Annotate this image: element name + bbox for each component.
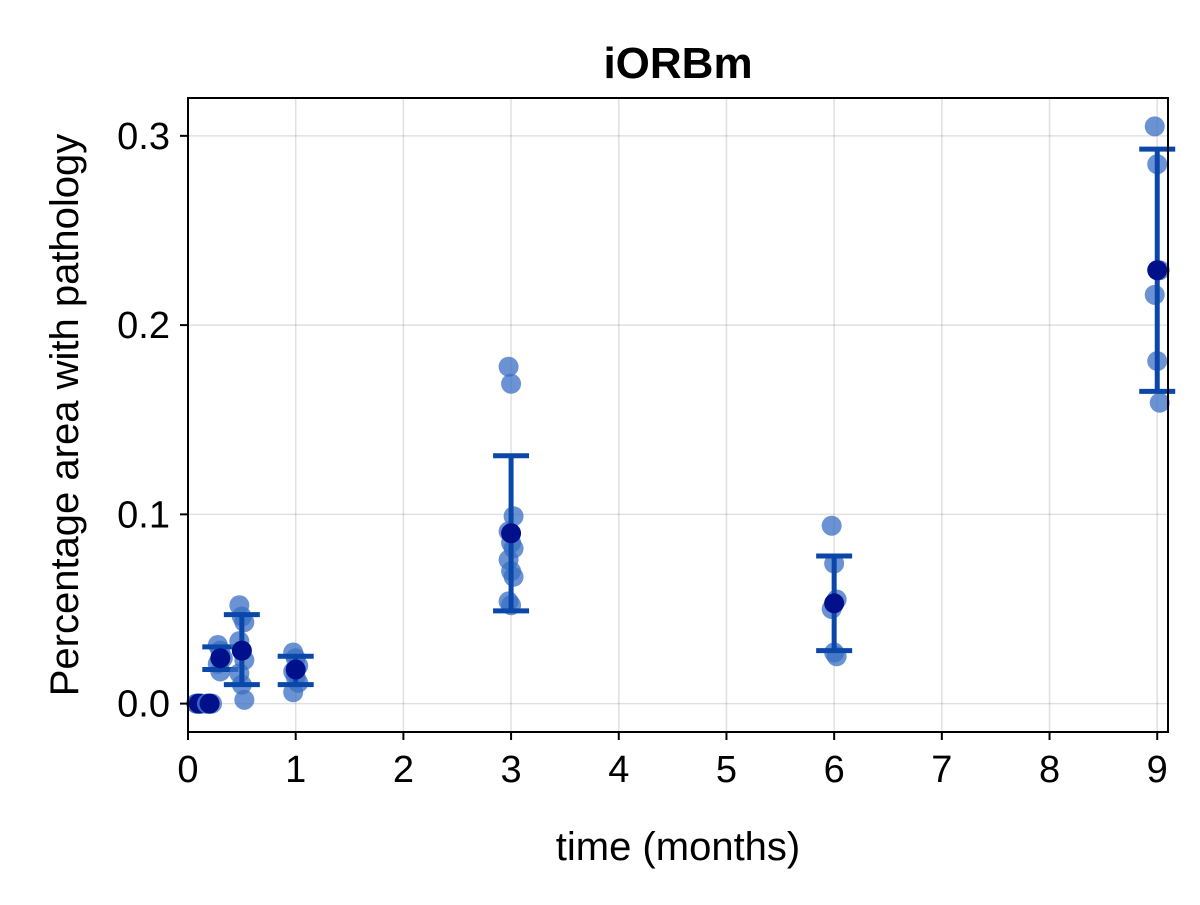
x-tick-label: 6	[824, 749, 845, 791]
x-tick-label: 0	[177, 749, 198, 791]
chart-title: iORBm	[603, 39, 752, 88]
x-tick-label: 1	[285, 749, 306, 791]
x-tick-label: 3	[501, 749, 522, 791]
data-layer	[186, 116, 1176, 714]
data-point	[1149, 392, 1170, 413]
mean-point	[231, 640, 252, 661]
data-point	[498, 356, 519, 377]
data-group	[277, 642, 314, 703]
axes: 0 1 2 3 4 5 6 7 8 9 0.0 0.1 0.2 0.3	[117, 116, 1168, 791]
data-group	[202, 634, 239, 682]
x-tick-label: 8	[1039, 749, 1060, 791]
data-point	[1144, 116, 1165, 137]
mean-point	[285, 659, 306, 680]
x-tick-label: 5	[716, 749, 737, 791]
y-axis-label: Percentage area with pathology	[43, 134, 87, 697]
y-tick-label: 0.1	[117, 494, 170, 536]
data-group	[493, 356, 530, 616]
mean-point	[1147, 260, 1168, 281]
data-point	[283, 682, 304, 703]
y-tick-label: 0.0	[117, 684, 170, 726]
data-point	[234, 689, 255, 710]
y-tick-label: 0.2	[117, 305, 170, 347]
mean-point	[199, 693, 220, 714]
y-tick-label: 0.3	[117, 116, 170, 158]
x-tick-label: 7	[931, 749, 952, 791]
data-group	[197, 693, 223, 714]
data-group	[816, 515, 853, 667]
data-group	[1139, 116, 1176, 413]
mean-point	[501, 523, 522, 544]
x-tick-label: 4	[608, 749, 629, 791]
x-axis-label: time (months)	[556, 825, 801, 869]
data-point	[821, 515, 842, 536]
mean-point	[824, 593, 845, 614]
x-tick-label: 2	[393, 749, 414, 791]
data-point	[501, 373, 522, 394]
grid	[187, 98, 1168, 732]
x-tick-label: 9	[1147, 749, 1168, 791]
plot-frame	[187, 97, 1169, 733]
mean-point	[210, 648, 231, 669]
data-group	[223, 595, 260, 710]
